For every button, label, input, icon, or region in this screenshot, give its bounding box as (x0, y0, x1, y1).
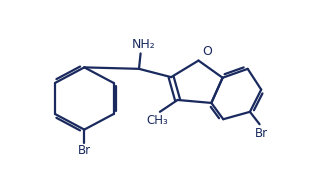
Text: Br: Br (255, 127, 268, 140)
Text: O: O (203, 45, 213, 58)
Text: Br: Br (78, 144, 91, 157)
Text: NH₂: NH₂ (131, 38, 155, 51)
Text: CH₃: CH₃ (146, 114, 168, 127)
